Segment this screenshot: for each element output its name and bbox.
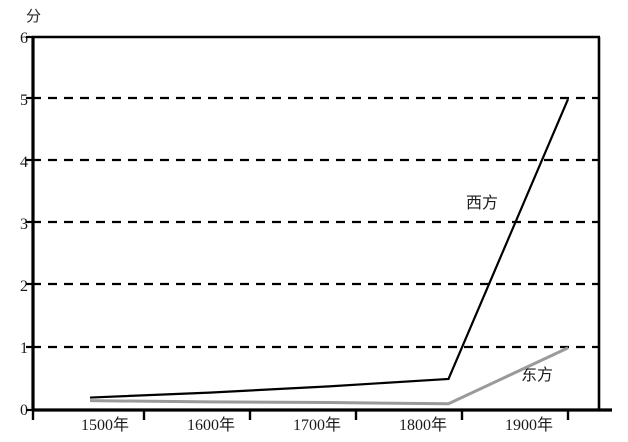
y-tick-label-2: 2 bbox=[20, 278, 28, 295]
y-tick-label-3: 3 bbox=[20, 216, 28, 233]
x-tick-label-1500: 1500年 bbox=[80, 417, 129, 434]
y-tick-label-0: 0 bbox=[20, 402, 28, 419]
y-tick-label-5: 5 bbox=[20, 92, 28, 109]
x-tick-label-1600: 1600年 bbox=[186, 417, 235, 434]
series-label-west: 西方 bbox=[466, 195, 499, 212]
x-tick-label-1800: 1800年 bbox=[398, 417, 447, 434]
series-line-east bbox=[89, 346, 569, 406]
y-tick-label-6: 6 bbox=[20, 30, 28, 47]
series-label-east: 东方 bbox=[521, 367, 554, 384]
x-tick-label-1900: 1900年 bbox=[504, 417, 553, 434]
plot-frame bbox=[31, 35, 612, 412]
x-tick-label-1700: 1700年 bbox=[292, 417, 341, 434]
y-tick-label-4: 4 bbox=[20, 154, 28, 171]
x-axis-ticks bbox=[31, 410, 570, 420]
series-line-west bbox=[89, 98, 570, 399]
y-axis-unit-label: 分 bbox=[26, 9, 42, 25]
y-tick-label-1: 1 bbox=[20, 340, 28, 357]
